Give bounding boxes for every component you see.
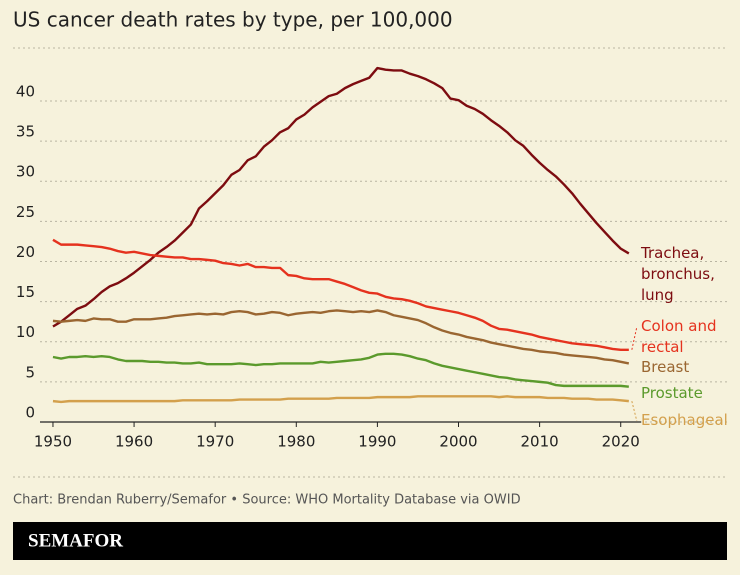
series-label: Trachea, bronchus, lung [641, 244, 715, 304]
leader-line [631, 326, 638, 350]
x-tick-label: 1990 [358, 433, 396, 451]
series-label: Esophageal [641, 411, 728, 429]
x-tick-label: 1960 [115, 433, 153, 451]
x-tick-label: 1970 [196, 433, 234, 451]
plot: 0 5 10 15 20 25 30 35 40 1950 1960 1970 1980 1990 2000… [16, 66, 727, 451]
series-line [52, 309, 630, 365]
series-line [52, 352, 629, 388]
y-tick-label: 20 [16, 243, 35, 261]
series-label: Breast [641, 358, 690, 376]
series-label: Prostate [641, 384, 703, 402]
x-tick-label: 2010 [521, 433, 559, 451]
x-tick-label: 2000 [439, 433, 477, 451]
y-tick-label: 10 [16, 323, 35, 341]
brand: SEMAFOR [28, 530, 123, 551]
leader-line [631, 401, 638, 422]
x-tick-label: 2020 [602, 433, 640, 451]
series-line [52, 395, 629, 404]
chart-title: US cancer death rates by type, per 100,0… [13, 8, 453, 32]
y-tick-label: 0 [25, 404, 35, 422]
x-tick-label: 1980 [277, 433, 315, 451]
brand-bar [13, 522, 727, 560]
series-line [52, 238, 629, 351]
y-tick-label: 5 [25, 363, 35, 381]
y-tick-label: 40 [16, 82, 35, 100]
y-tick-label: 30 [16, 163, 35, 181]
y-tick-label: 25 [16, 203, 35, 221]
series-label: Colon and rectal [641, 317, 717, 356]
y-tick-label: 15 [16, 283, 35, 301]
source: Chart: Brendan Ruberry/Semafor • Source:… [13, 493, 521, 508]
x-tick-label: 1950 [34, 433, 72, 451]
y-tick-label: 35 [16, 123, 35, 141]
series-line [52, 66, 630, 328]
